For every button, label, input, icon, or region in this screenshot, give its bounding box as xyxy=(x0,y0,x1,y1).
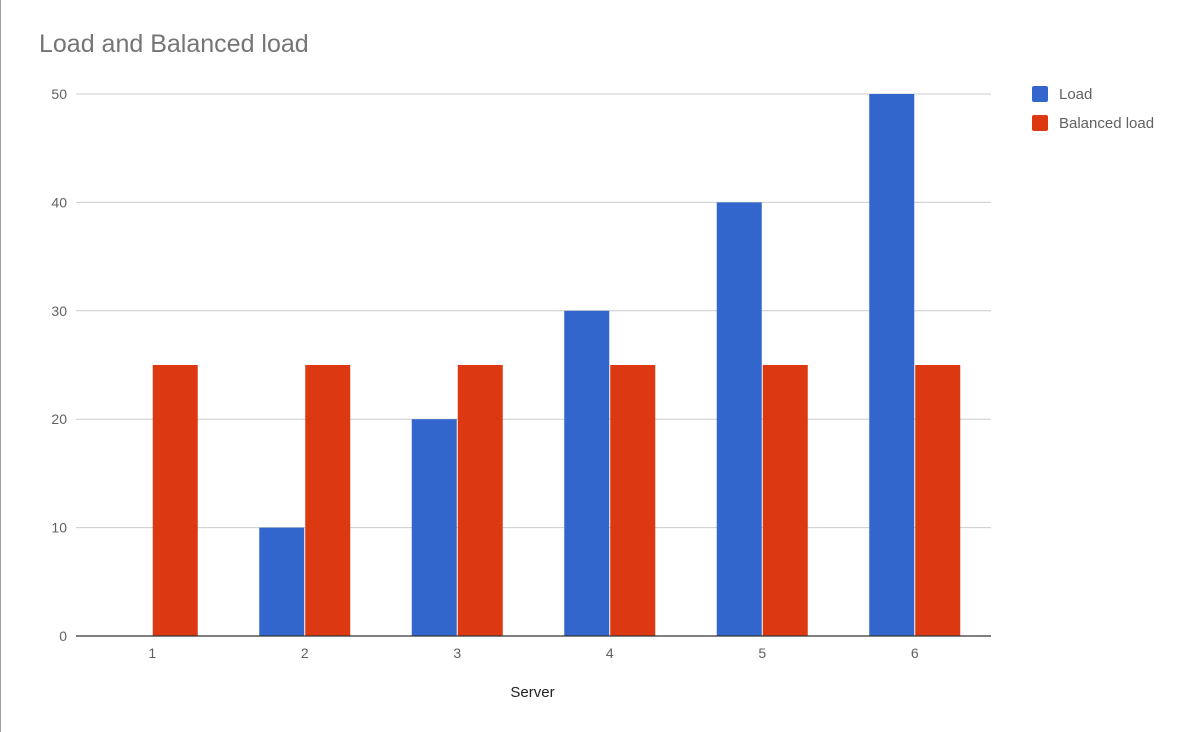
bar-balanced-load[interactable] xyxy=(915,365,961,636)
legend-swatch[interactable] xyxy=(1032,86,1048,102)
legend-label[interactable]: Load xyxy=(1059,86,1092,103)
chart-title: Load and Balanced load xyxy=(39,30,309,58)
legend-label[interactable]: Balanced load xyxy=(1059,115,1154,132)
bar-balanced-load[interactable] xyxy=(305,365,351,636)
x-tick-label: 6 xyxy=(911,645,919,661)
bar-load[interactable] xyxy=(869,94,915,636)
x-tick-label: 2 xyxy=(301,645,309,661)
bars xyxy=(152,94,961,636)
bar-balanced-load[interactable] xyxy=(152,365,198,636)
legend: Load Balanced load xyxy=(1032,86,1154,132)
legend-swatch[interactable] xyxy=(1032,115,1048,131)
bar-load[interactable] xyxy=(259,527,305,636)
bar-balanced-load[interactable] xyxy=(457,365,503,636)
x-axis-title: Server xyxy=(510,684,554,701)
bar-balanced-load[interactable] xyxy=(762,365,808,636)
y-tick-label: 50 xyxy=(51,86,67,102)
bar-load[interactable] xyxy=(564,310,610,636)
y-tick-label: 40 xyxy=(51,194,67,210)
bar-load[interactable] xyxy=(411,419,457,636)
y-tick-label: 20 xyxy=(51,411,67,427)
x-tick-label: 5 xyxy=(758,645,766,661)
gridlines xyxy=(76,93,991,529)
y-tick-label: 30 xyxy=(51,303,67,319)
x-tick-label: 3 xyxy=(453,645,461,661)
bar-load[interactable] xyxy=(716,202,762,636)
x-tick-label: 4 xyxy=(606,645,614,661)
bar-balanced-load[interactable] xyxy=(610,365,656,636)
x-tick-label: 1 xyxy=(148,645,156,661)
y-tick-label: 10 xyxy=(51,520,67,536)
axes: 0 10 20 30 40 50 1 2 3 4 5 6 Server xyxy=(51,86,991,701)
y-tick-label: 0 xyxy=(59,628,67,644)
